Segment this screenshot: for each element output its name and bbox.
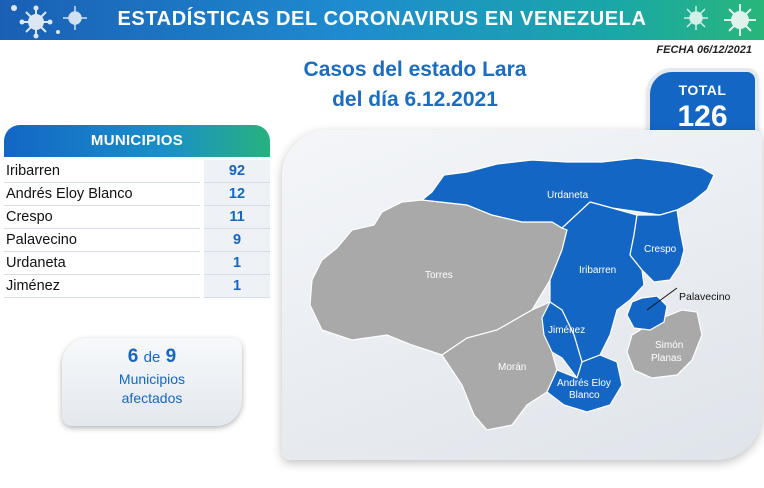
affected-total: 9 <box>165 346 177 367</box>
virus-icon <box>724 4 756 36</box>
map-label-simon-line2: Planas <box>651 353 682 364</box>
virus-icon <box>11 5 60 39</box>
map-label-simon-line1: Simón <box>655 340 683 351</box>
table-row: Palavecino 9 <box>4 229 270 252</box>
virus-icon <box>684 6 708 30</box>
map-label-crespo: Crespo <box>644 244 677 255</box>
map-label-aeb-line2: Blanco <box>569 390 600 401</box>
virus-icon <box>63 6 87 30</box>
affected-card: 6 de 9 Municipios afectados <box>62 338 242 426</box>
municipio-name: Andrés Eloy Blanco <box>4 183 200 206</box>
table-row: Crespo 11 <box>4 206 270 229</box>
lara-map: Urdaneta Torres Iribarren Crespo Palavec… <box>309 157 731 431</box>
municipio-name: Jiménez <box>4 275 200 298</box>
region-urdaneta <box>420 157 715 229</box>
table-row: Iribarren 92 <box>4 160 270 183</box>
header-banner: ESTADÍSTICAS DEL CORONAVIRUS EN VENEZUEL… <box>0 0 764 40</box>
headline-line2: del día 6.12.2021 <box>332 88 498 111</box>
municipio-name: Urdaneta <box>4 252 200 275</box>
affected-number: 6 <box>127 346 139 367</box>
municipio-cases: 11 <box>204 206 270 229</box>
report-date: FECHA 06/12/2021 <box>656 44 752 56</box>
callout-line <box>646 287 678 311</box>
municipio-name: Palavecino <box>4 229 200 252</box>
municipios-table: Iribarren 92 Andrés Eloy Blanco 12 Cresp… <box>4 160 270 298</box>
total-value: 126 <box>677 100 728 133</box>
map-label-palavecino: Palavecino <box>679 291 731 303</box>
region-jimenez <box>541 301 583 380</box>
region-crespo <box>629 209 685 283</box>
affected-connector: de <box>143 349 161 366</box>
total-label: TOTAL <box>678 82 727 98</box>
municipio-cases: 9 <box>204 229 270 252</box>
map-label-aeb-line1: Andrés Eloy <box>557 378 611 389</box>
map-label-jimenez: Jiménez <box>548 325 585 336</box>
headline: Casos del estado Lara del día 6.12.2021 <box>260 55 570 115</box>
headline-line1: Casos del estado Lara <box>303 58 527 81</box>
table-row: Andrés Eloy Blanco 12 <box>4 183 270 206</box>
affected-count: 6 de 9 <box>62 346 242 368</box>
municipio-name: Iribarren <box>4 160 200 183</box>
map-label-iribarren: Iribarren <box>579 265 616 276</box>
table-row: Urdaneta 1 <box>4 252 270 275</box>
region-andres-eloy-blanco <box>546 354 623 413</box>
region-palavecino <box>626 295 668 331</box>
municipio-cases: 1 <box>204 252 270 275</box>
municipio-cases: 12 <box>204 183 270 206</box>
affected-label-line1: Municipios <box>118 371 186 387</box>
table-row: Jiménez 1 <box>4 275 270 298</box>
map-label-torres: Torres <box>425 270 453 281</box>
map-label-moran: Morán <box>498 362 526 373</box>
page-title: ESTADÍSTICAS DEL CORONAVIRUS EN VENEZUEL… <box>117 8 647 30</box>
municipios-header: MUNICIPIOS <box>4 125 270 157</box>
municipio-cases: 92 <box>204 160 270 183</box>
municipio-cases: 1 <box>204 275 270 298</box>
municipio-name: Crespo <box>4 206 200 229</box>
map-label-urdaneta: Urdaneta <box>547 190 589 201</box>
affected-label-line2: afectados <box>121 390 183 406</box>
